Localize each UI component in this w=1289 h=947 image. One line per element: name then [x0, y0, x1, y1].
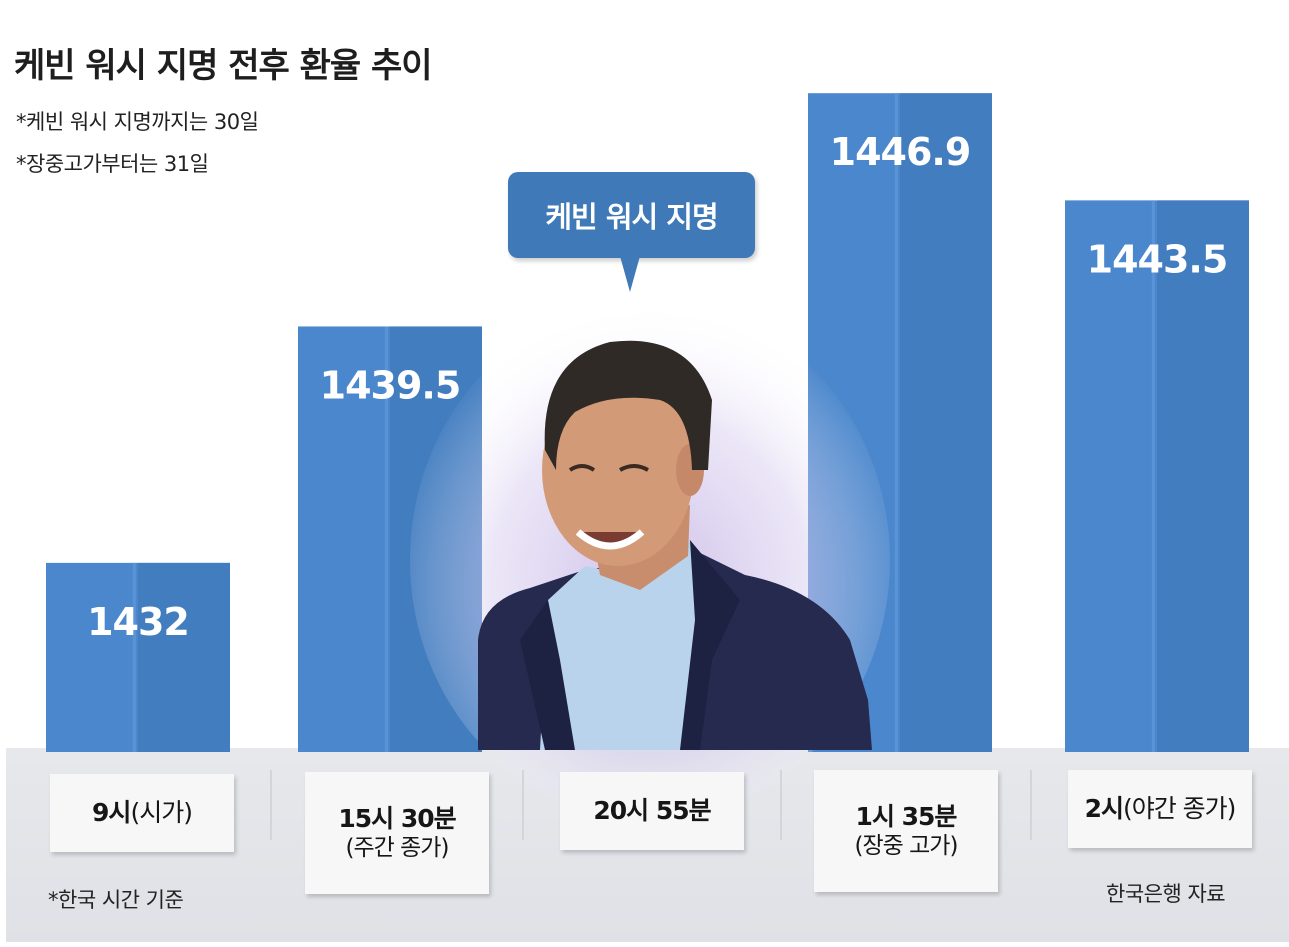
x-tick-label: 15시 30분 (주간 종가)	[305, 772, 489, 894]
callout-tail	[620, 256, 640, 292]
bar-shade	[900, 93, 992, 752]
x-tick-main: 9시	[92, 798, 131, 828]
axis-separator	[522, 770, 524, 840]
bar-value-label: 1446.9	[830, 130, 971, 174]
footnote: *한국 시간 기준	[48, 888, 184, 912]
note-1: *케빈 워시 지명까지는 30일	[16, 110, 259, 134]
x-tick-sub: (야간 종가)	[1122, 794, 1236, 824]
x-tick-sub: (주간 종가)	[345, 835, 450, 862]
bar-value-label: 1443.5	[1087, 237, 1228, 281]
bar-shade	[138, 562, 230, 752]
callout-bubble: 케빈 워시 지명	[508, 172, 755, 258]
x-tick-sub: (시가)	[130, 798, 193, 828]
x-tick-main: 1시 35분	[855, 802, 958, 831]
bar-value-label: 1432	[87, 600, 189, 644]
note-2: *장중고가부터는 31일	[16, 152, 209, 176]
bar-shade	[1157, 200, 1249, 752]
axis-separator	[270, 770, 272, 840]
x-tick-main: 15시 30분	[338, 804, 456, 833]
x-tick-sub: (장중 고가)	[854, 833, 959, 860]
chart-title: 케빈 워시 지명 전후 환율 추이	[14, 46, 433, 86]
axis-separator	[780, 770, 782, 840]
x-tick-label: 20시 55분	[560, 772, 744, 850]
x-tick-main: 2시	[1084, 794, 1124, 824]
bar-value-label: 1439.5	[320, 363, 461, 407]
axis-separator	[1030, 770, 1032, 840]
source-label: 한국은행 자료	[1106, 882, 1226, 906]
person-photo-icon	[410, 300, 890, 820]
x-tick-label: 9시(시가)	[50, 774, 234, 852]
x-tick-label: 1시 35분 (장중 고가)	[814, 770, 998, 892]
x-tick-label: 2시(야간 종가)	[1068, 770, 1252, 848]
x-tick-main: 20시 55분	[593, 796, 711, 826]
